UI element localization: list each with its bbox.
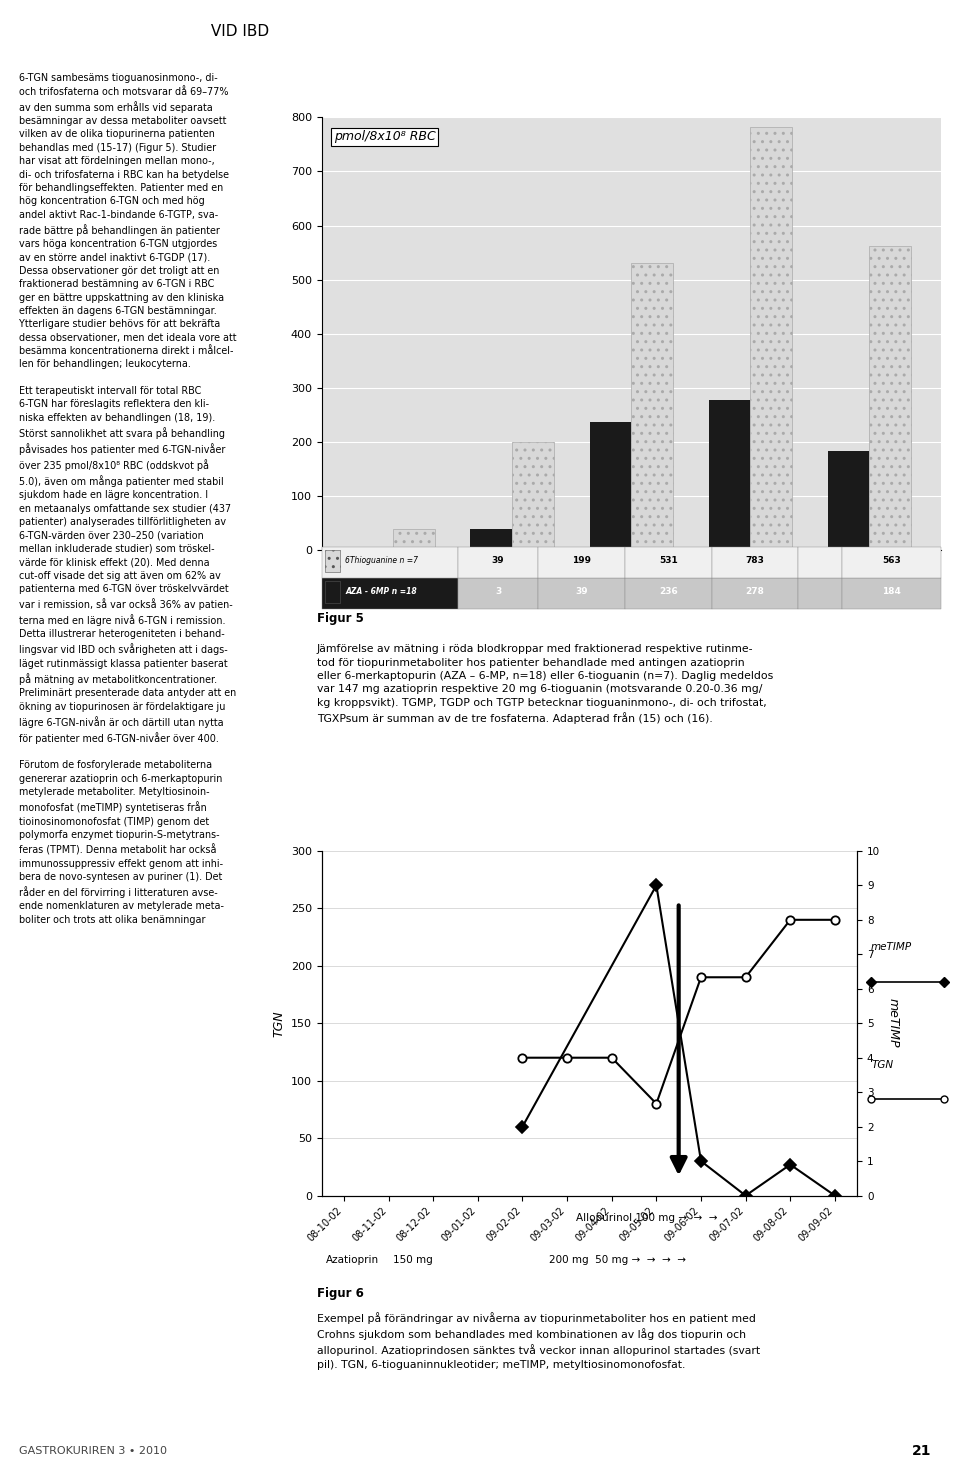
FancyBboxPatch shape [842, 578, 941, 609]
FancyBboxPatch shape [458, 547, 539, 578]
Bar [708, 399, 751, 550]
Bar [589, 422, 632, 550]
Text: 200 mg  50 mg →  →  →  →: 200 mg 50 mg → → → → [549, 1256, 686, 1265]
Text: Allopurinol 100 mg →  →  →: Allopurinol 100 mg → → → [576, 1213, 717, 1222]
Text: 783: 783 [746, 556, 764, 565]
Text: Exempel på förändringar av nivåerna av tiopurinmetaboliter hos en patient med
Cr: Exempel på förändringar av nivåerna av t… [317, 1313, 760, 1370]
Text: Figur 6: Figur 6 [317, 1287, 364, 1300]
Y-axis label: meTIMP: meTIMP [886, 999, 900, 1047]
Text: 199: 199 [572, 556, 591, 565]
Text: 531: 531 [659, 556, 678, 565]
Text: 39: 39 [575, 587, 588, 596]
FancyBboxPatch shape [322, 578, 458, 609]
FancyBboxPatch shape [539, 547, 625, 578]
FancyBboxPatch shape [842, 547, 941, 578]
Text: AZA - 6MP n =18: AZA - 6MP n =18 [346, 587, 417, 596]
Text: meTIMP: meTIMP [871, 942, 912, 952]
Bar [512, 443, 554, 550]
Text: GASTROKURIREN 3 • 2010: GASTROKURIREN 3 • 2010 [19, 1446, 167, 1455]
FancyBboxPatch shape [799, 578, 842, 609]
Text: 6Thioguanine n =7: 6Thioguanine n =7 [346, 556, 419, 565]
Text: pmol/8x10⁸ RBC: pmol/8x10⁸ RBC [334, 131, 436, 144]
Text: 184: 184 [882, 587, 900, 596]
Text: 39: 39 [492, 556, 504, 565]
Text: Jämförelse av mätning i röda blodkroppar med fraktionerad respektive rutinme-
to: Jämförelse av mätning i röda blodkroppar… [317, 644, 773, 723]
Bar [470, 530, 512, 550]
FancyBboxPatch shape [458, 578, 539, 609]
FancyBboxPatch shape [799, 547, 842, 578]
Bar [870, 245, 911, 550]
Text: VID IBD: VID IBD [206, 23, 270, 40]
Text: TGN: TGN [871, 1059, 893, 1069]
Bar [632, 263, 673, 550]
Text: 236: 236 [659, 587, 678, 596]
FancyBboxPatch shape [625, 578, 711, 609]
Text: 563: 563 [882, 556, 900, 565]
Text: TIOPURINBEHANDLING: TIOPURINBEHANDLING [8, 23, 203, 40]
Bar [351, 549, 393, 550]
Bar [828, 450, 870, 550]
Text: 278: 278 [746, 587, 764, 596]
FancyBboxPatch shape [324, 550, 340, 572]
FancyBboxPatch shape [322, 547, 458, 578]
FancyBboxPatch shape [625, 547, 711, 578]
FancyBboxPatch shape [711, 547, 799, 578]
Bar [393, 530, 435, 550]
FancyBboxPatch shape [711, 578, 799, 609]
Bar [751, 126, 792, 550]
Text: 6-TGN sambesäms tioguanosinmono-, di-
och trifosfaterna och motsvarar då 69–77%
: 6-TGN sambesäms tioguanosinmono-, di- oc… [19, 73, 237, 924]
Text: 21: 21 [912, 1444, 931, 1458]
FancyBboxPatch shape [324, 581, 340, 603]
Text: Figur 5: Figur 5 [317, 612, 364, 625]
FancyBboxPatch shape [539, 578, 625, 609]
Text: 3: 3 [495, 587, 501, 596]
Text: Azatioprin: Azatioprin [326, 1256, 379, 1265]
Text: 150 mg: 150 mg [393, 1256, 433, 1265]
Y-axis label: TGN: TGN [273, 1009, 285, 1037]
